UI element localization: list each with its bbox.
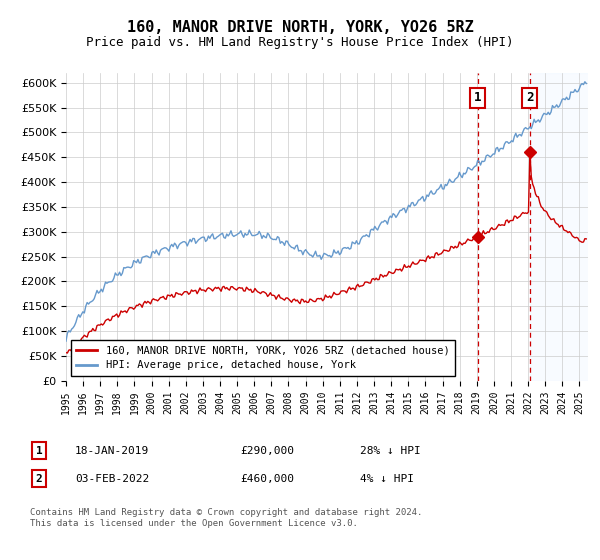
Text: 18-JAN-2019: 18-JAN-2019 <box>75 446 149 456</box>
Text: 03-FEB-2022: 03-FEB-2022 <box>75 474 149 484</box>
Text: Contains HM Land Registry data © Crown copyright and database right 2024.
This d: Contains HM Land Registry data © Crown c… <box>30 508 422 528</box>
Text: £290,000: £290,000 <box>240 446 294 456</box>
Text: 2: 2 <box>526 91 533 104</box>
Text: 160, MANOR DRIVE NORTH, YORK, YO26 5RZ: 160, MANOR DRIVE NORTH, YORK, YO26 5RZ <box>127 20 473 35</box>
Text: 4% ↓ HPI: 4% ↓ HPI <box>360 474 414 484</box>
Text: Price paid vs. HM Land Registry's House Price Index (HPI): Price paid vs. HM Land Registry's House … <box>86 36 514 49</box>
Text: 2: 2 <box>35 474 43 484</box>
Text: 1: 1 <box>474 91 481 104</box>
Text: £460,000: £460,000 <box>240 474 294 484</box>
Text: 28% ↓ HPI: 28% ↓ HPI <box>360 446 421 456</box>
Text: 1: 1 <box>35 446 43 456</box>
Bar <box>530 73 596 381</box>
Legend: 160, MANOR DRIVE NORTH, YORK, YO26 5RZ (detached house), HPI: Average price, det: 160, MANOR DRIVE NORTH, YORK, YO26 5RZ (… <box>71 340 455 376</box>
